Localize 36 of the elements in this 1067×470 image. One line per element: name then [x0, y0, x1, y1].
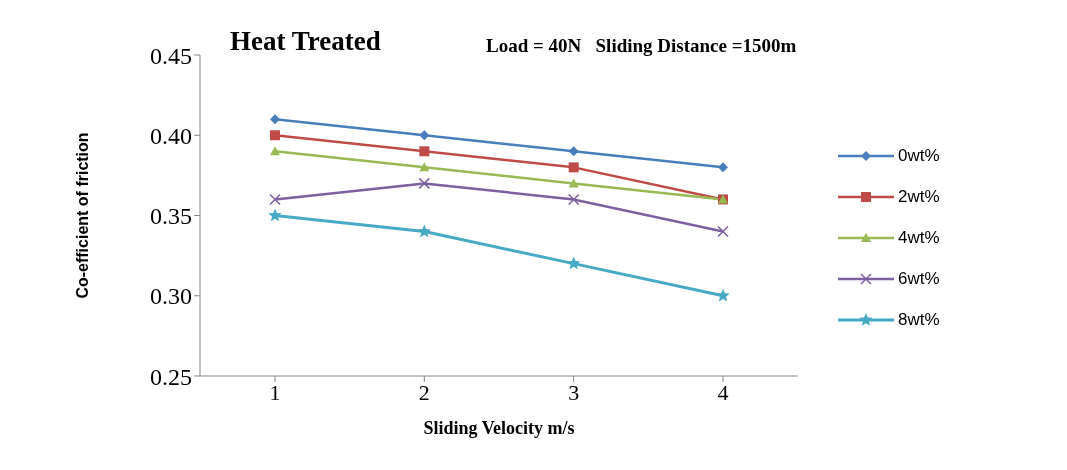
x-tick-label: 2: [418, 379, 430, 405]
x-tick-label: 4: [717, 379, 729, 405]
point: [418, 177, 431, 190]
legend-label: 0wt%: [898, 146, 940, 166]
point: [568, 146, 579, 157]
point: [268, 208, 282, 222]
point: [270, 130, 280, 141]
chart-title: Heat Treated: [230, 26, 381, 57]
x-tick-label: 1: [269, 379, 281, 405]
point: [417, 224, 431, 238]
y-tick-label: 0.40: [150, 122, 192, 149]
point: [568, 162, 579, 173]
x-tick-label: 3: [568, 379, 580, 405]
y-axis-title: Co-efficient of friction: [73, 132, 91, 299]
legend-label: 4wt%: [898, 228, 940, 248]
point: [419, 146, 430, 157]
y-tick-label: 0.45: [150, 42, 192, 69]
y-tick-label: 0.35: [150, 203, 192, 230]
legend-label: 6wt%: [898, 269, 940, 289]
point: [717, 225, 729, 238]
point: [718, 162, 728, 173]
legend-label: 8wt%: [898, 310, 940, 330]
y-tick-label: 0.25: [150, 363, 192, 390]
point: [269, 193, 281, 206]
point: [419, 130, 430, 141]
point: [568, 178, 579, 188]
annotation: Load = 40N Sliding Distance =1500m: [486, 35, 797, 57]
legend-label: 2wt%: [898, 187, 940, 207]
point: [567, 256, 581, 270]
y-tick-label: 0.30: [150, 283, 192, 310]
point: [567, 193, 580, 206]
x-axis-title: Sliding Velocity m/s: [423, 418, 575, 438]
point: [270, 114, 280, 125]
point: [419, 162, 430, 172]
point: [716, 288, 730, 302]
point: [270, 146, 280, 156]
